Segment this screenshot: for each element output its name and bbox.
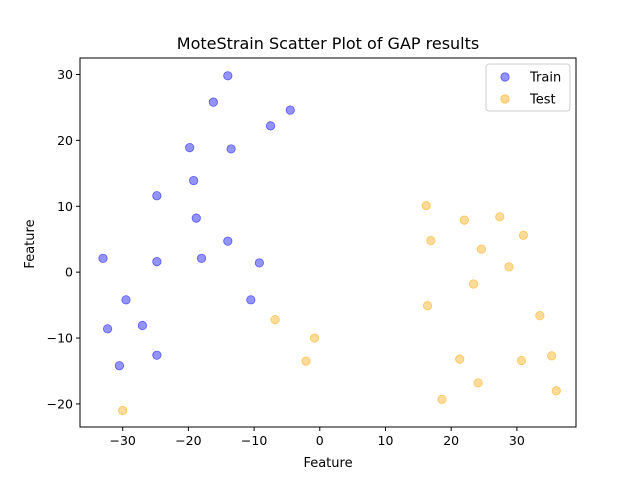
data-point [547,351,557,361]
y-tick-label: −10 [47,331,73,346]
x-axis-label: Feature [303,456,352,471]
data-point [152,191,162,201]
data-point [476,244,486,254]
x-tick-label: −20 [175,433,201,448]
x-axis: −30 −20 −10 0 10 20 30 [110,427,525,448]
series-train [98,71,295,371]
data-point [468,279,479,289]
data-point [309,333,320,343]
data-point [473,378,483,388]
data-point [270,314,280,325]
data-point [459,215,469,225]
legend: Train Test [485,63,571,112]
x-tick-label: 30 [509,433,525,448]
data-point [152,350,162,360]
data-point [265,121,276,131]
legend-label-test: Test [529,93,556,108]
data-point [189,175,199,186]
x-tick-label: 10 [378,433,394,448]
data-point [223,236,233,246]
data-point [518,230,529,240]
data-point [254,258,264,268]
data-point [98,253,108,263]
data-point [426,235,436,246]
legend-box [485,63,571,112]
data-point [551,386,561,396]
x-tick-label: 0 [316,433,324,448]
data-point [226,144,236,154]
data-point [118,405,128,416]
data-point [246,295,256,305]
y-axis: −20 −10 0 10 20 30 [47,67,80,411]
data-point [421,201,431,211]
data-point [455,354,465,364]
data-point [191,213,201,223]
data-point [504,262,514,272]
data-point [495,212,505,222]
series-test [118,201,561,416]
y-tick-label: 30 [57,67,73,82]
y-tick-label: 10 [57,199,73,214]
y-axis-label: Feature [23,219,38,268]
data-point [223,71,233,81]
data-point [114,361,125,371]
y-tick-label: −20 [47,396,73,411]
data-point [196,253,207,263]
data-point [185,143,195,153]
x-tick-label: 20 [443,433,459,448]
plot-area [79,57,577,428]
legend-marker-test [500,94,510,104]
legend-label-train: Train [529,71,561,86]
data-point [516,355,527,366]
x-tick-label: −30 [110,433,136,448]
chart-title: MoteStrain Scatter Plot of GAP results [177,34,479,53]
legend-marker-train [500,72,510,82]
plot-frame [79,57,577,428]
data-point [137,320,148,331]
data-point [102,324,113,334]
data-point [437,394,447,404]
x-tick-label: −10 [241,433,267,448]
data-point [535,311,545,321]
data-point [208,97,218,107]
y-tick-label: 0 [65,265,73,280]
data-point [422,301,433,311]
data-point [121,295,131,305]
data-point [285,105,295,115]
data-point [152,257,162,267]
y-tick-label: 20 [57,133,73,148]
data-point [301,356,311,366]
